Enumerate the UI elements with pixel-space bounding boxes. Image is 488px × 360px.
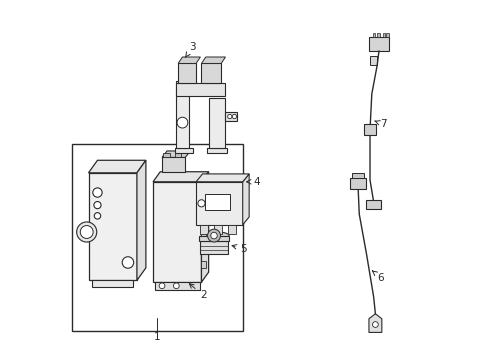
Polygon shape	[174, 148, 192, 153]
Bar	[178, 63, 196, 83]
Bar	[228, 225, 236, 234]
Circle shape	[94, 202, 101, 209]
Ellipse shape	[199, 231, 228, 239]
Bar	[349, 178, 366, 189]
Polygon shape	[200, 241, 227, 253]
Polygon shape	[176, 83, 224, 96]
Circle shape	[122, 257, 133, 268]
Bar	[201, 261, 205, 268]
Bar	[201, 63, 221, 83]
Bar	[201, 233, 205, 239]
Polygon shape	[368, 37, 388, 51]
Bar	[174, 153, 181, 157]
Polygon shape	[153, 172, 208, 182]
Bar	[92, 280, 133, 287]
Bar	[162, 157, 185, 172]
Circle shape	[198, 200, 204, 207]
Polygon shape	[201, 172, 208, 282]
Text: 5: 5	[232, 244, 246, 254]
Bar	[365, 200, 381, 209]
Circle shape	[77, 222, 97, 242]
Bar	[155, 282, 199, 290]
Polygon shape	[88, 160, 145, 173]
Bar	[163, 153, 169, 157]
Bar	[363, 125, 376, 135]
Bar	[88, 173, 137, 280]
Bar	[369, 56, 376, 65]
Circle shape	[227, 114, 231, 119]
Polygon shape	[224, 112, 237, 121]
Polygon shape	[196, 182, 242, 225]
Text: 3: 3	[185, 42, 195, 57]
Text: 2: 2	[189, 284, 206, 301]
Circle shape	[93, 188, 102, 197]
Bar	[72, 144, 242, 330]
Bar	[372, 33, 374, 37]
Polygon shape	[176, 81, 188, 148]
Bar	[153, 182, 201, 282]
Polygon shape	[242, 174, 249, 225]
Circle shape	[210, 232, 217, 239]
Bar	[214, 225, 222, 234]
Bar	[382, 33, 384, 37]
Circle shape	[173, 283, 179, 289]
Circle shape	[177, 117, 187, 128]
Bar	[376, 33, 379, 37]
Text: 1: 1	[153, 332, 160, 342]
Circle shape	[94, 213, 101, 219]
Polygon shape	[162, 151, 190, 157]
Text: 7: 7	[374, 120, 386, 129]
Polygon shape	[178, 57, 200, 63]
Bar	[352, 173, 363, 178]
Polygon shape	[368, 314, 381, 332]
Bar	[201, 247, 205, 253]
Polygon shape	[196, 174, 249, 182]
Circle shape	[80, 226, 93, 238]
Polygon shape	[206, 148, 226, 153]
Circle shape	[232, 114, 236, 119]
Polygon shape	[208, 98, 224, 148]
Polygon shape	[199, 235, 228, 241]
Circle shape	[159, 283, 164, 289]
Bar	[204, 194, 230, 211]
Text: 6: 6	[371, 271, 383, 283]
Bar	[386, 33, 388, 37]
Circle shape	[372, 321, 378, 327]
Text: 4: 4	[246, 177, 260, 187]
Bar	[199, 225, 207, 234]
Circle shape	[207, 229, 220, 242]
Polygon shape	[137, 160, 145, 280]
Polygon shape	[201, 57, 225, 63]
